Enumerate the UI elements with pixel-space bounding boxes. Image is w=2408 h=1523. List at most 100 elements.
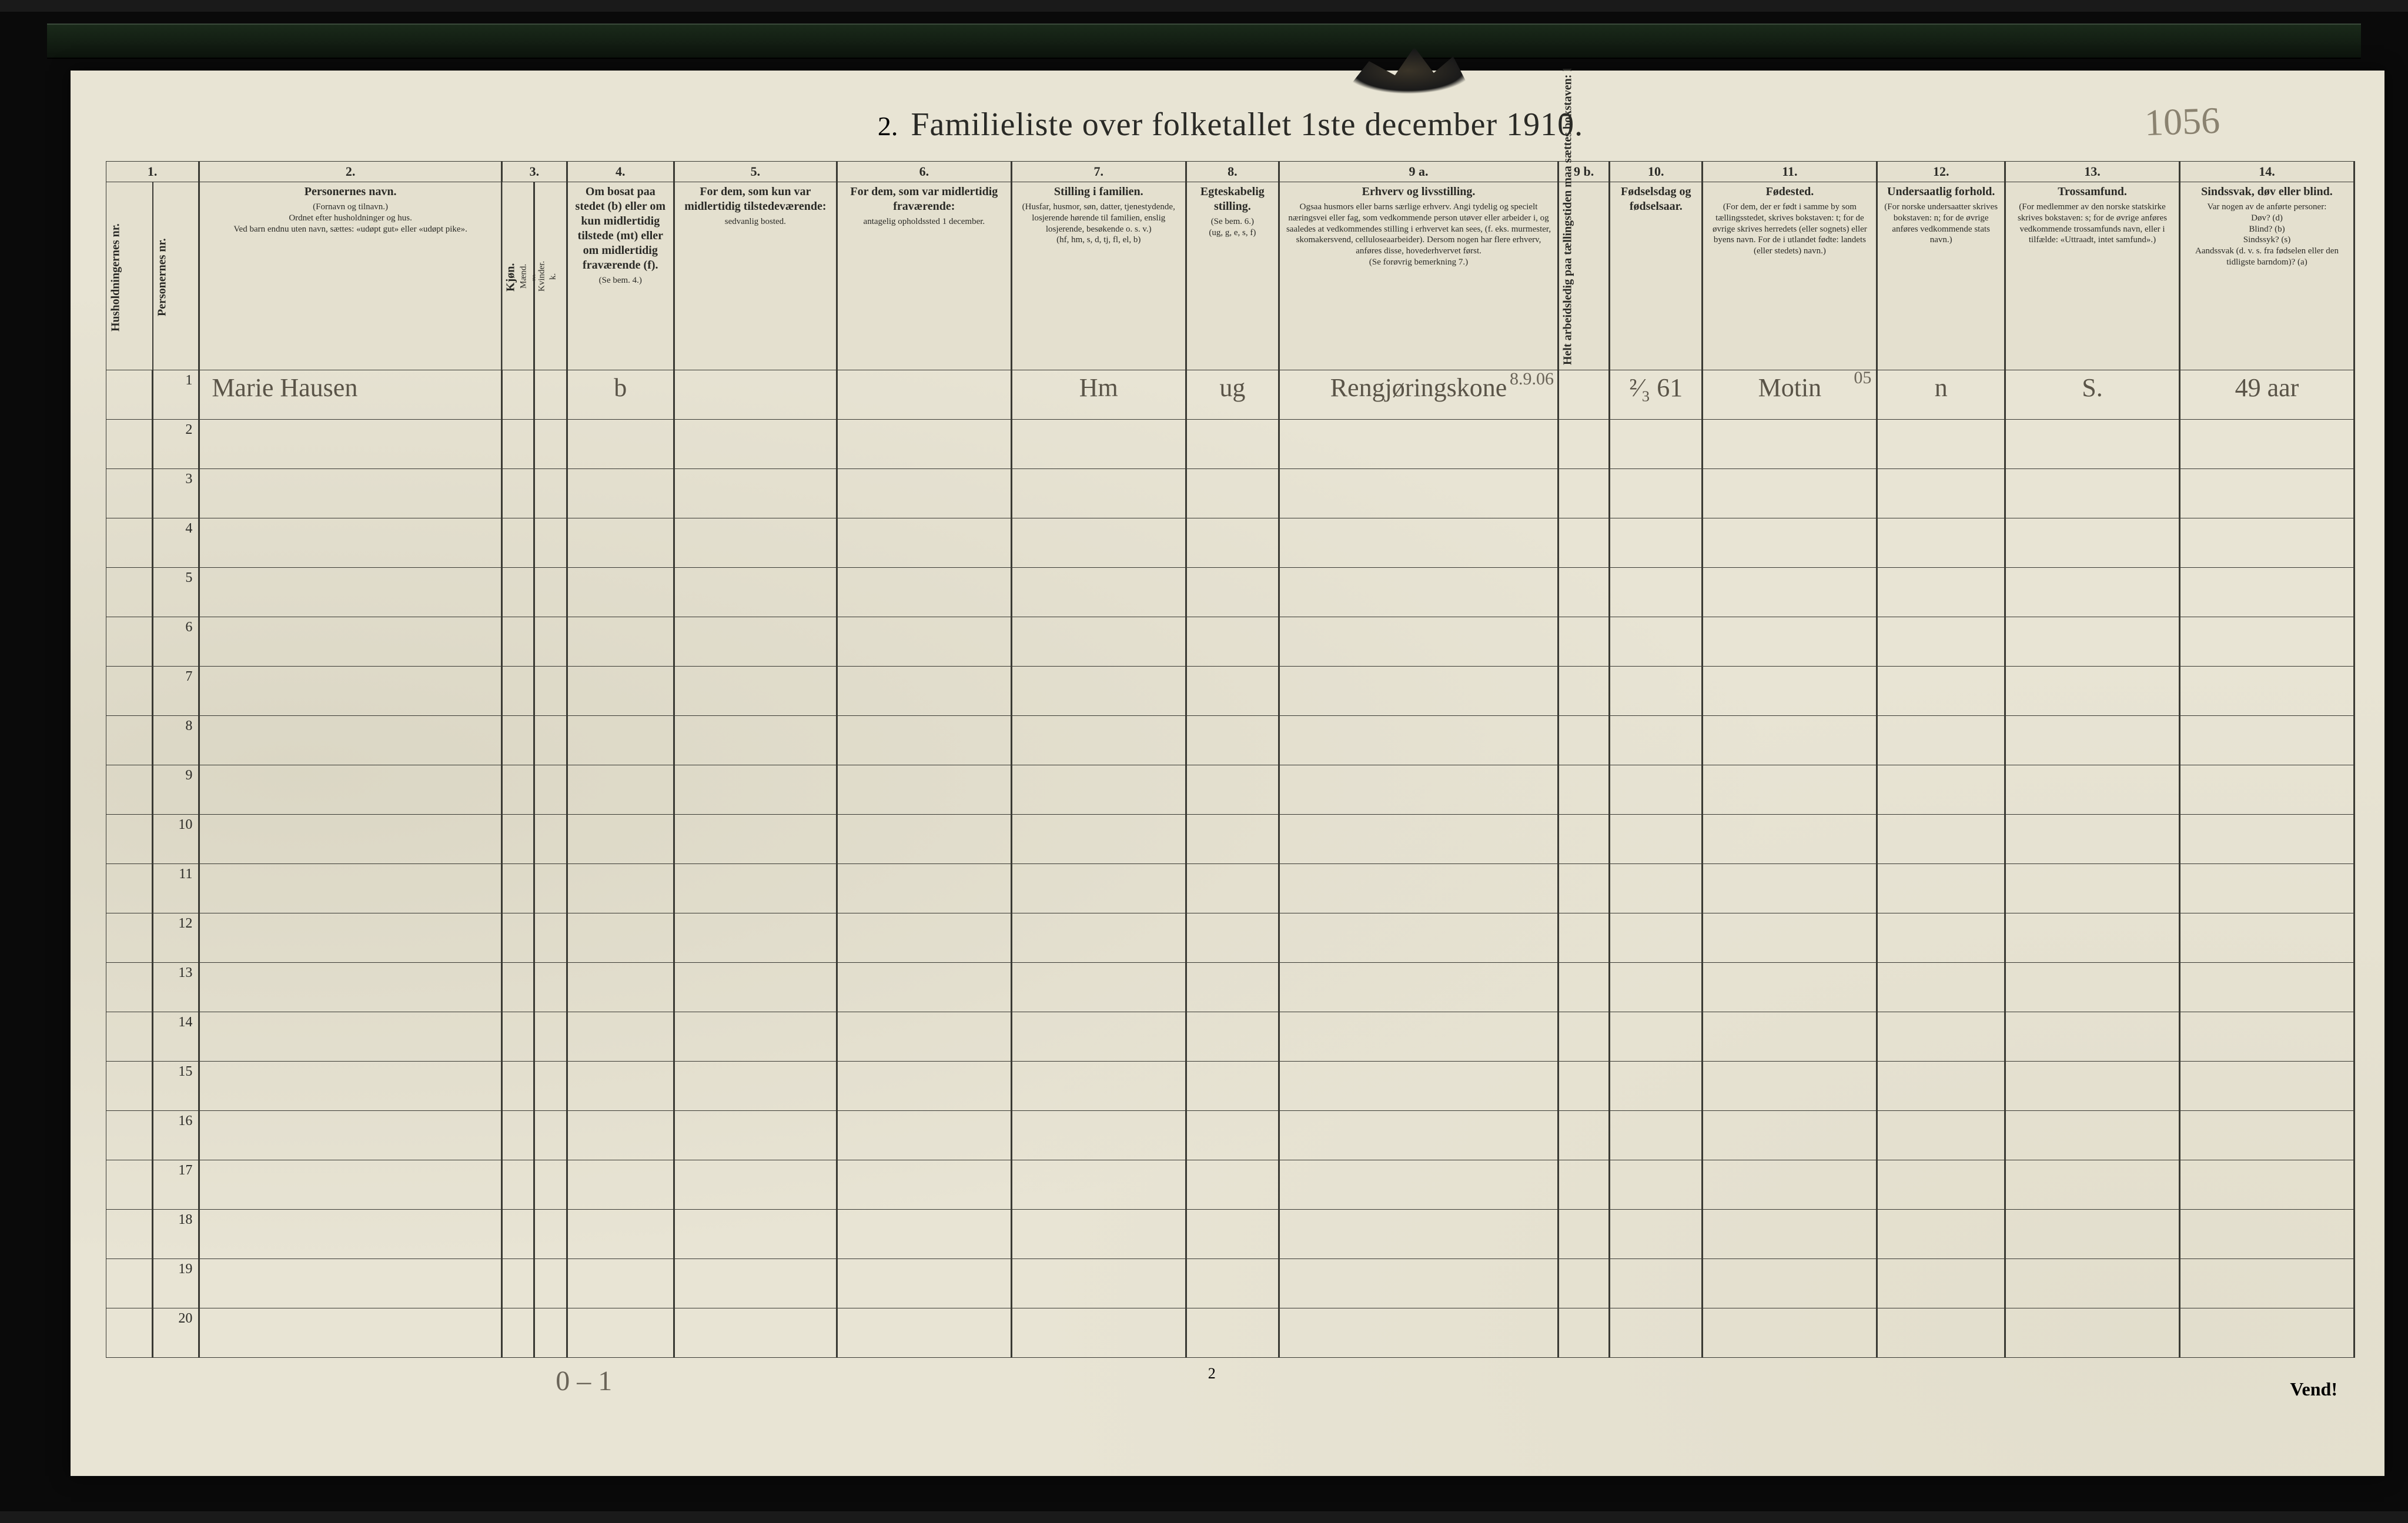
- cell: [1703, 518, 1877, 568]
- cell: [1610, 963, 1703, 1012]
- cell: [567, 815, 674, 864]
- footer: 0 – 1 2 Vend!: [106, 1365, 2355, 1400]
- cell: [199, 1160, 502, 1210]
- cell: [1186, 469, 1279, 518]
- cell: [501, 815, 534, 864]
- cell: [1877, 913, 2005, 963]
- cell: [1011, 963, 1186, 1012]
- cell: [2179, 913, 2354, 963]
- cell: [501, 1259, 534, 1308]
- cell: [674, 1308, 837, 1358]
- handwritten-annotation: 1056: [2144, 99, 2221, 145]
- table-row: 12: [106, 913, 2355, 963]
- cell: [1610, 716, 1703, 765]
- cell: [1186, 963, 1279, 1012]
- cell: [1610, 617, 1703, 667]
- cell: [1558, 963, 1610, 1012]
- cell: [1186, 518, 1279, 568]
- cell: [501, 1308, 534, 1358]
- cell: [837, 1259, 1011, 1308]
- cell: 13: [153, 963, 199, 1012]
- cell: [1558, 815, 1610, 864]
- cell: [837, 1308, 1011, 1358]
- cell: [501, 617, 534, 667]
- col-header: Personernes nr.: [153, 182, 199, 370]
- cell: [837, 1210, 1011, 1259]
- cell: [567, 1012, 674, 1062]
- col-header: Om bosat paa stedet (b) eller om kun mid…: [567, 182, 674, 370]
- cell: [106, 420, 153, 469]
- col-header: Stilling i familien.(Husfar, husmor, søn…: [1011, 182, 1186, 370]
- cell: [2005, 1259, 2180, 1308]
- cell: [106, 1062, 153, 1111]
- cell: [674, 1259, 837, 1308]
- cell: [674, 420, 837, 469]
- cell: 19: [153, 1259, 199, 1308]
- cell: [1279, 469, 1558, 518]
- footer-turn-over: Vend!: [2290, 1378, 2337, 1400]
- cell: [2005, 716, 2180, 765]
- cell: [1877, 765, 2005, 815]
- cell: [1703, 1308, 1877, 1358]
- cell: [837, 913, 1011, 963]
- cell: [1610, 568, 1703, 617]
- cell: [837, 568, 1011, 617]
- cell: [567, 469, 674, 518]
- column-header-row: Husholdningernes nr.Personernes nr.Perso…: [106, 182, 2355, 370]
- table-row: 11: [106, 864, 2355, 913]
- cell: [1703, 716, 1877, 765]
- cell: 11: [153, 864, 199, 913]
- cell: [199, 420, 502, 469]
- document-page: 2. Familieliste over folketallet 1ste de…: [71, 71, 2384, 1476]
- table-row: 9: [106, 765, 2355, 815]
- table-row: 14: [106, 1012, 2355, 1062]
- cell: [1011, 815, 1186, 864]
- cell: [1011, 716, 1186, 765]
- cell: [501, 1111, 534, 1160]
- cell: [1011, 765, 1186, 815]
- cell: [1877, 716, 2005, 765]
- cell: [837, 716, 1011, 765]
- cell: [2179, 667, 2354, 716]
- table-row: 5: [106, 568, 2355, 617]
- cell: [501, 963, 534, 1012]
- cell: [1610, 765, 1703, 815]
- cell: Marie Hausen: [199, 370, 502, 420]
- cell: [837, 864, 1011, 913]
- col-header: For dem, som var midlertidig fraværende:…: [837, 182, 1011, 370]
- cell: [501, 716, 534, 765]
- col-num: 4.: [567, 162, 674, 182]
- cell: [2179, 815, 2354, 864]
- cell: [199, 518, 502, 568]
- cell: [106, 1308, 153, 1358]
- cell: n: [1877, 370, 2005, 420]
- cell: [199, 963, 502, 1012]
- cell: [534, 1062, 567, 1111]
- cell: [1558, 1062, 1610, 1111]
- cell: [1877, 1111, 2005, 1160]
- table-row: 18: [106, 1210, 2355, 1259]
- cell: [1279, 617, 1558, 667]
- col-header: Trossamfund.(For medlemmer av den norske…: [2005, 182, 2180, 370]
- cell: b: [567, 370, 674, 420]
- cell: [1279, 913, 1558, 963]
- cell: [2179, 469, 2354, 518]
- cell: [2179, 864, 2354, 913]
- cell: [106, 568, 153, 617]
- cell: [674, 1210, 837, 1259]
- cell: [837, 667, 1011, 716]
- cell: [199, 913, 502, 963]
- cell: [1279, 1012, 1558, 1062]
- cell: [1186, 913, 1279, 963]
- cell: [199, 815, 502, 864]
- table-row: 1Marie HausenbHmugRengjøringskone8.9.06²…: [106, 370, 2355, 420]
- column-number-row: 1.2.3.4.5.6.7.8.9 a.9 b.10.11.12.13.14.: [106, 162, 2355, 182]
- cell: [674, 370, 837, 420]
- cell: ug: [1186, 370, 1279, 420]
- cell: [199, 1308, 502, 1358]
- footer-tally: 0 – 1: [556, 1365, 612, 1397]
- col-num: 1.: [106, 162, 199, 182]
- col-header: Husholdningernes nr.: [106, 182, 153, 370]
- cell: [1186, 1308, 1279, 1358]
- cell: [1279, 765, 1558, 815]
